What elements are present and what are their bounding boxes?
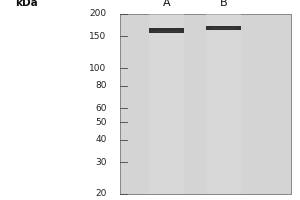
Text: B: B — [220, 0, 227, 8]
Text: 60: 60 — [95, 104, 106, 113]
Text: 40: 40 — [95, 135, 106, 144]
Text: A: A — [163, 0, 170, 8]
Text: 150: 150 — [89, 32, 106, 41]
Text: 80: 80 — [95, 81, 106, 90]
Text: kDa: kDa — [16, 0, 38, 8]
Text: 50: 50 — [95, 118, 106, 127]
Text: 30: 30 — [95, 158, 106, 167]
Text: 20: 20 — [95, 190, 106, 198]
Text: 200: 200 — [89, 9, 106, 19]
Text: 100: 100 — [89, 64, 106, 73]
